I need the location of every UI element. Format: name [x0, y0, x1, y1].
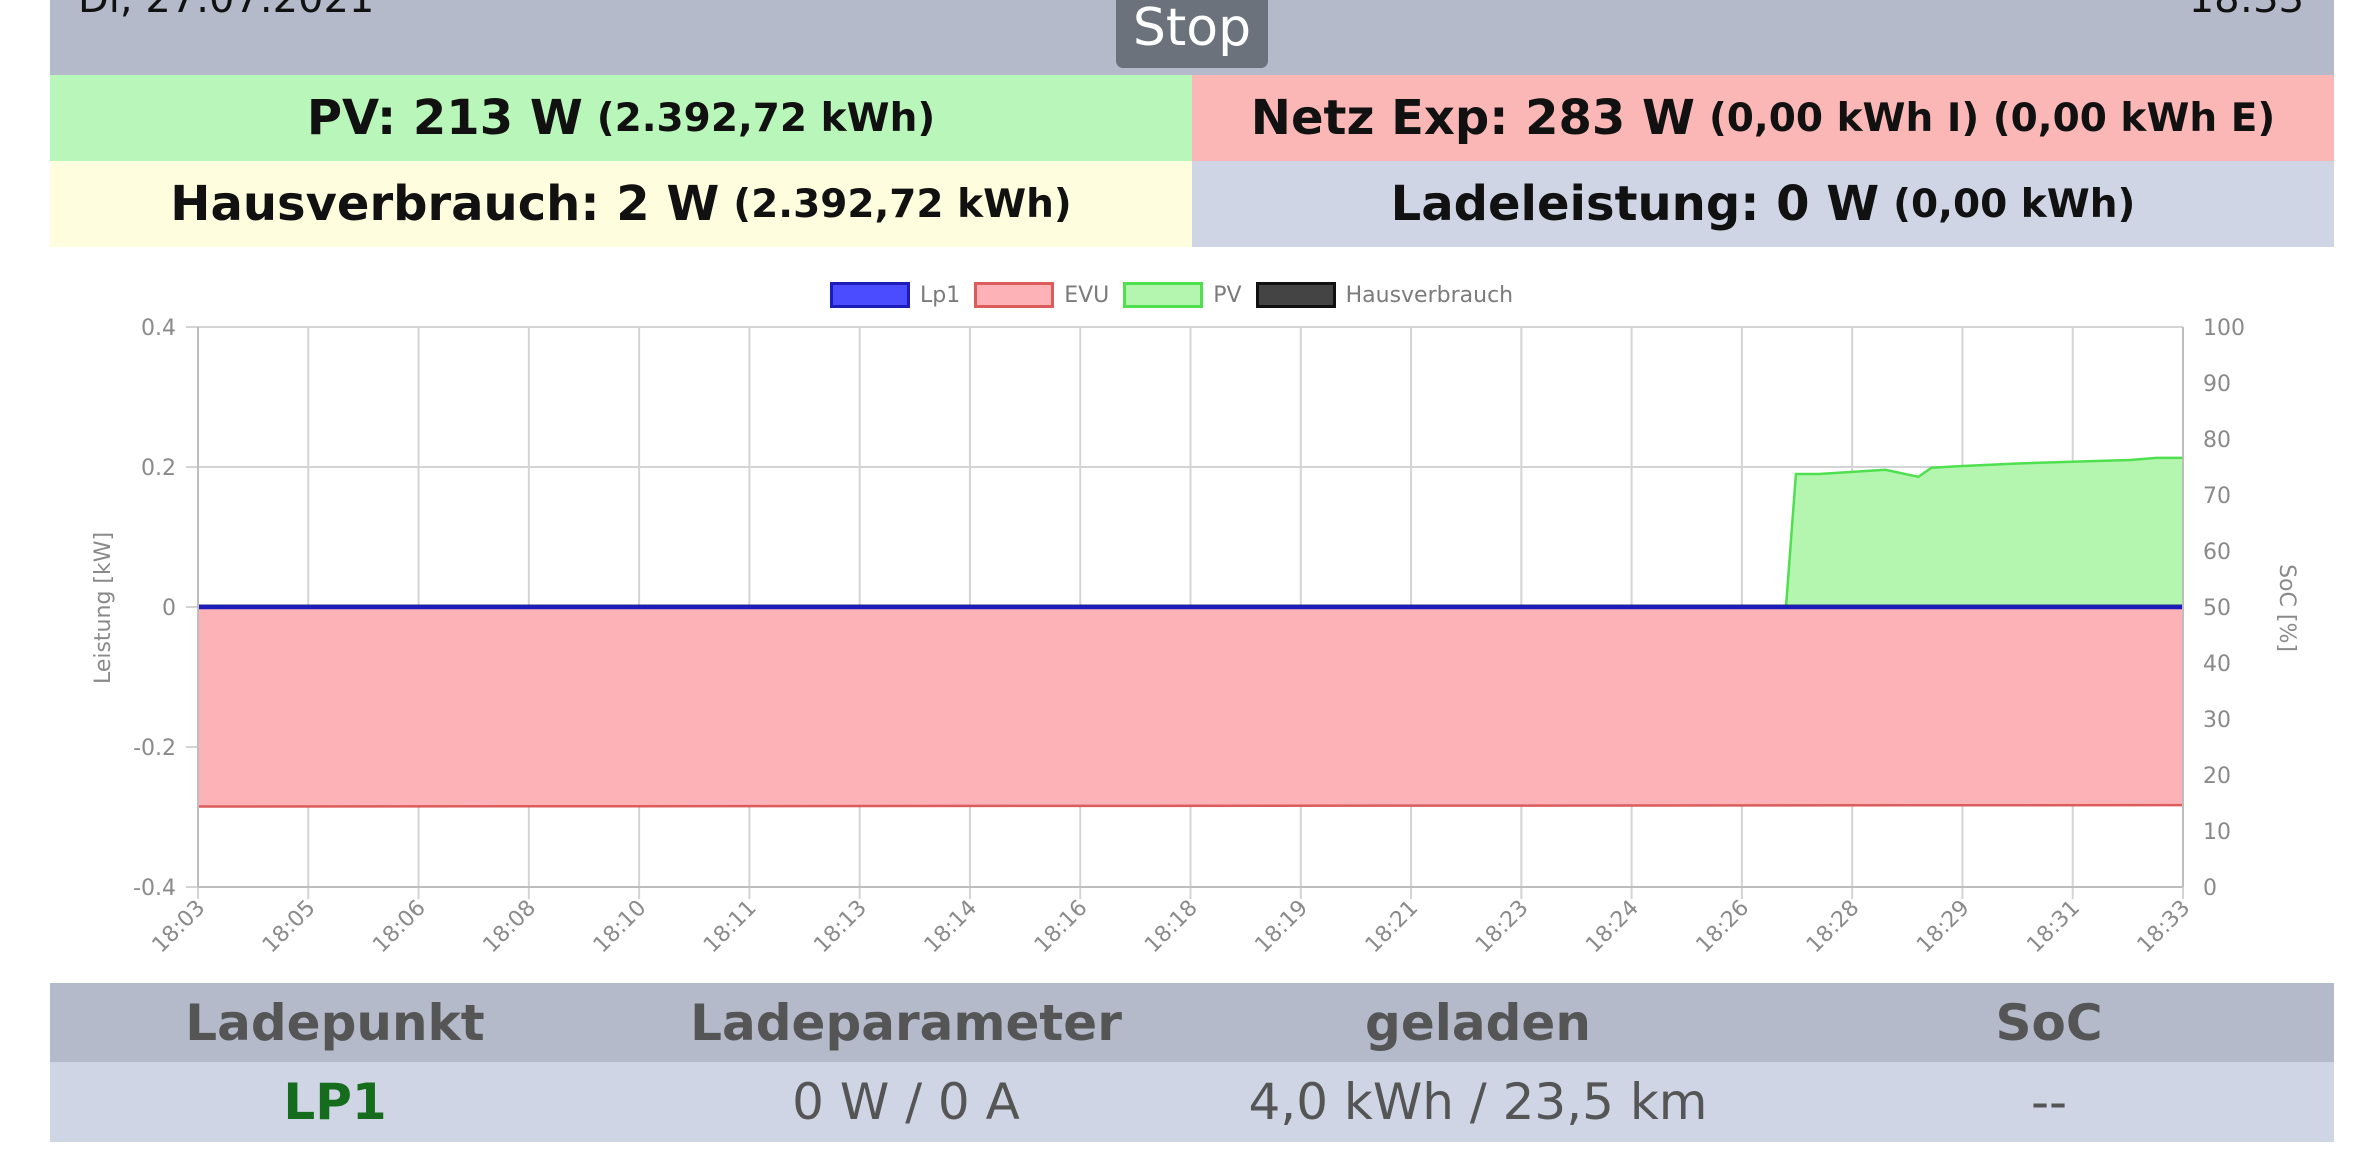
grid-stat: Netz Exp: 283 W (0,00 kWh I) (0,00 kWh E… [1192, 75, 2334, 161]
house-energy: (2.392,72 kWh) [733, 181, 1072, 227]
x-tick-label: 18:24 [1581, 896, 1644, 959]
y-tick-label: -0.2 [133, 736, 176, 761]
legend-item-pv[interactable]: PV [1123, 282, 1242, 308]
stop-button[interactable]: Stop [1116, 0, 1268, 68]
evu-line [197, 803, 2184, 808]
power-chart: 0.40.20-0.2-0.4100908070605040302010018:… [91, 316, 2299, 959]
y2-tick-label: 60 [2203, 540, 2231, 565]
legend-swatch-evu [974, 282, 1055, 308]
cell-ladeparameter: 0 W / 0 A [792, 1073, 1020, 1131]
pv-stat: PV: 213 W (2.392,72 kWh) [50, 75, 1192, 161]
time-label: 18:33 [2189, 0, 2304, 22]
y2-tick-label: 80 [2203, 428, 2231, 453]
x-tick-label: 18:13 [809, 896, 872, 959]
legend-swatch-haus [1255, 282, 1336, 308]
stats-grid: PV: 213 W (2.392,72 kWh) Netz Exp: 283 W… [50, 75, 2334, 247]
pv-energy: (2.392,72 kWh) [596, 95, 936, 141]
col-soc: SoC [1995, 993, 2103, 1052]
x-tick-label: 18:31 [2022, 896, 2085, 959]
legend-swatch-lp1 [830, 282, 910, 308]
y2-tick-label: 40 [2203, 652, 2231, 677]
y2-tick-label: 0 [2203, 876, 2217, 901]
y2-tick-label: 70 [2203, 484, 2231, 509]
grid-power: Netz Exp: 283 W [1250, 90, 1695, 146]
cell-ladepunkt[interactable]: LP1 [283, 1073, 387, 1131]
x-tick-label: 18:03 [148, 896, 211, 959]
charge-energy: (0,00 kWh) [1893, 181, 2136, 227]
x-tick-label: 18:23 [1471, 896, 1534, 959]
legend-item-haus[interactable]: Hausverbrauch [1255, 282, 1514, 308]
legend-label-pv: PV [1213, 282, 1242, 308]
y2-tick-label: 20 [2203, 764, 2231, 789]
house-stat: Hausverbrauch: 2 W (2.392,72 kWh) [50, 161, 1192, 247]
chart-areas [197, 456, 2184, 808]
house-power: Hausverbrauch: 2 W [170, 176, 720, 232]
x-tick-label: 18:19 [1251, 896, 1314, 959]
y2-tick-label: 10 [2203, 820, 2231, 845]
cell-geladen: 4,0 kWh / 23,5 km [1248, 1073, 1708, 1131]
pv-power: PV: 213 W [306, 90, 583, 146]
y2-tick-label: 50 [2203, 596, 2231, 621]
y2-tick-label: 30 [2203, 708, 2231, 733]
x-tick-label: 18:10 [589, 896, 652, 959]
y-tick-label: -0.4 [133, 876, 176, 901]
col-ladepunkt: Ladepunkt [185, 993, 485, 1052]
x-tick-label: 18:29 [1912, 896, 1975, 959]
y2-tick-label: 90 [2203, 372, 2231, 397]
legend-label-evu: EVU [1064, 282, 1110, 308]
legend-swatch-pv [1123, 282, 1204, 308]
x-tick-label: 18:06 [368, 896, 431, 959]
table-row[interactable]: LP1 0 W / 0 A 4,0 kWh / 23,5 km -- [50, 1062, 2334, 1142]
cell-soc: -- [2030, 1073, 2068, 1131]
x-tick-label: 18:33 [2133, 896, 2196, 959]
x-tick-label: 18:26 [1692, 896, 1755, 959]
charge-stat: Ladeleistung: 0 W (0,00 kWh) [1192, 161, 2334, 247]
table-header: Ladepunkt Ladeparameter geladen SoC [50, 983, 2334, 1062]
y2-tick-label: 100 [2203, 316, 2245, 341]
charge-points-table: Ladepunkt Ladeparameter geladen SoC LP1 … [50, 983, 2334, 1142]
legend-label-lp1: Lp1 [920, 282, 961, 308]
legend-label-haus: Hausverbrauch [1345, 282, 1514, 308]
col-geladen: geladen [1365, 993, 1591, 1052]
x-tick-label: 18:05 [258, 896, 321, 959]
x-tick-label: 18:16 [1030, 896, 1093, 959]
charge-power: Ladeleistung: 0 W [1390, 176, 1880, 232]
x-tick-label: 18:08 [479, 896, 542, 959]
y-tick-label: 0.2 [141, 456, 176, 481]
x-tick-label: 18:18 [1140, 896, 1203, 959]
pv-line [1784, 456, 2183, 608]
y-axis-label: Leistung [kW] [91, 532, 116, 684]
evu-area [198, 607, 2183, 807]
chart-legend: Lp1 EVU PV Hausverbrauch [830, 282, 1527, 308]
x-tick-label: 18:14 [920, 896, 983, 959]
top-bar: Di, 27.07.2021 Stop 18:33 [50, 0, 2334, 75]
y2-axis-label: SoC [%] [2274, 564, 2299, 652]
date-label: Di, 27.07.2021 [78, 0, 374, 22]
y-tick-label: 0.4 [141, 316, 176, 341]
col-ladeparameter: Ladeparameter [690, 993, 1122, 1052]
x-tick-label: 18:28 [1802, 896, 1865, 959]
legend-item-evu[interactable]: EVU [974, 282, 1109, 308]
legend-item-lp1[interactable]: Lp1 [830, 282, 960, 308]
y-tick-label: 0 [162, 596, 176, 621]
x-tick-label: 18:11 [699, 896, 762, 959]
x-tick-label: 18:21 [1361, 896, 1424, 959]
grid-energy: (0,00 kWh I) (0,00 kWh E) [1708, 95, 2276, 141]
pv-area [1786, 457, 2183, 607]
